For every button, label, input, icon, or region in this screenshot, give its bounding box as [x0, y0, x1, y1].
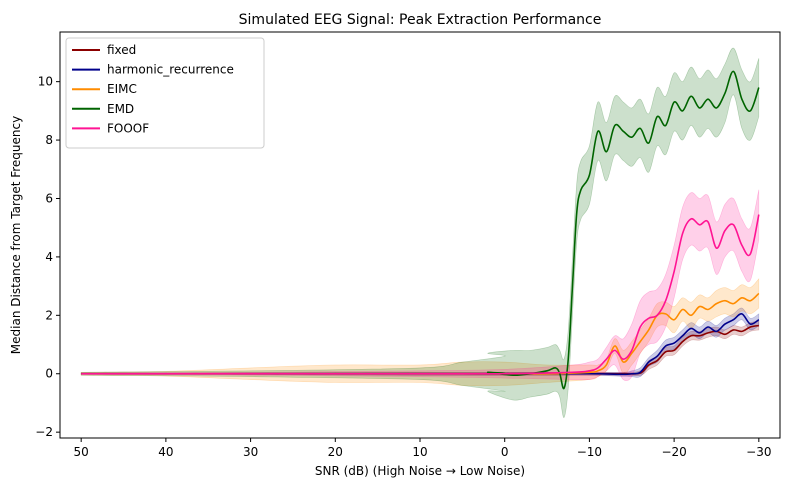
y-tick-label: 2: [45, 308, 53, 322]
band-emd: [80, 47, 760, 418]
legend-box: [65, 37, 265, 149]
series-line-emd: [81, 70, 760, 390]
x-tick-label: 30: [243, 445, 258, 459]
legend-label: harmonic_recurrence: [107, 63, 234, 77]
y-tick-label: −2: [35, 425, 53, 439]
legend-label: EIMC: [107, 82, 137, 96]
x-tick-label: 50: [74, 445, 89, 459]
series-line-fooof: [81, 214, 760, 375]
y-axis-label: Median Distance from Target Frequency: [9, 116, 23, 354]
band-fooof: [80, 189, 760, 381]
chart-title: Simulated EEG Signal: Peak Extraction Pe…: [239, 12, 602, 28]
legend-label: EMD: [107, 102, 134, 116]
x-tick-label: −30: [746, 445, 771, 459]
legend-label: fixed: [107, 43, 136, 57]
y-tick-label: 6: [45, 191, 53, 205]
series-lines: [81, 70, 760, 390]
x-tick-label: −10: [577, 445, 602, 459]
x-tick-label: 40: [158, 445, 173, 459]
x-tick-label: −20: [661, 445, 686, 459]
legend-label: FOOOF: [107, 121, 149, 135]
y-axis-ticks: −2 0 2 4 6 8 10: [35, 75, 60, 439]
y-tick-label: 0: [45, 367, 53, 381]
x-tick-label: 10: [412, 445, 427, 459]
band-eimc: [80, 278, 760, 387]
y-tick-label: 10: [38, 75, 53, 89]
y-tick-label: 8: [45, 133, 53, 147]
legend: fixed harmonic_recurrence EIMC EMD FOOOF: [65, 37, 265, 149]
band-fixed: [80, 320, 760, 377]
confidence-bands: [80, 47, 760, 418]
x-tick-label: 0: [501, 445, 509, 459]
x-axis-label: SNR (dB) (High Noise → Low Noise): [315, 464, 525, 478]
y-tick-label: 4: [45, 250, 53, 264]
x-axis-ticks: 50 40 30 20 10 0 −10 −20 −30: [74, 438, 771, 459]
x-tick-label: 20: [328, 445, 343, 459]
